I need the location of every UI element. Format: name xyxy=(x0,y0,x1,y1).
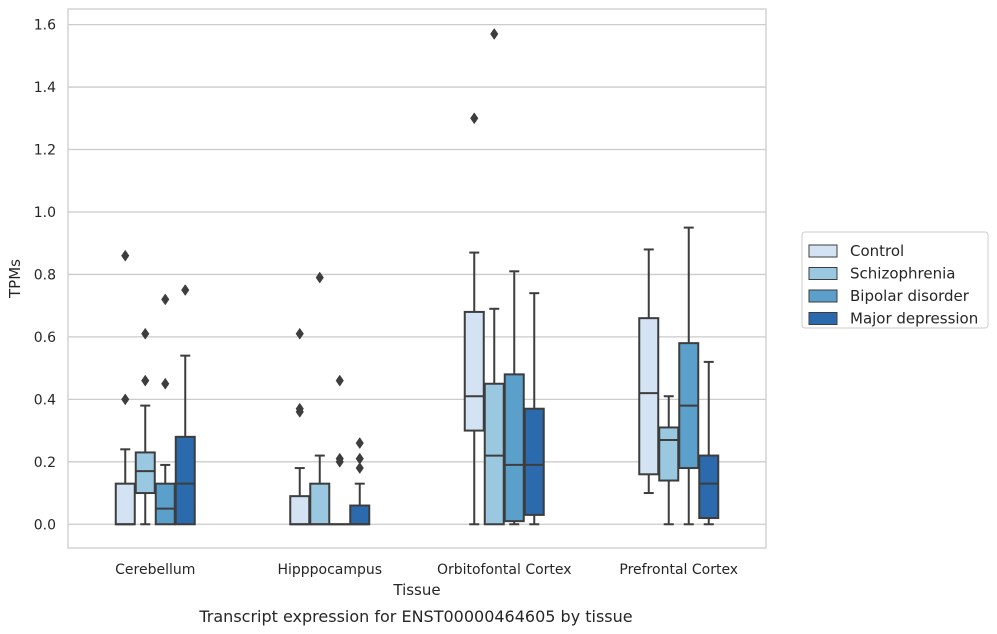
y-tick-labels: 0.0 0.2 0.4 0.6 0.8 1.0 1.2 1.4 1.6 xyxy=(34,18,56,534)
box-iqr xyxy=(309,482,331,526)
legend-label: Schizophrenia xyxy=(850,265,955,283)
legend-label: Control xyxy=(850,242,904,260)
box-iqr xyxy=(349,504,371,526)
y-tick-label: 1.2 xyxy=(34,143,56,159)
legend-box xyxy=(801,231,989,329)
box-iqr xyxy=(289,495,311,526)
y-tick-label: 0.2 xyxy=(34,455,56,471)
y-tick-label: 0.8 xyxy=(34,267,56,283)
box xyxy=(523,292,545,526)
x-tick-label: Prefrontal Cortex xyxy=(619,562,738,578)
legend-swatch xyxy=(808,312,838,325)
outlier-point xyxy=(161,377,170,390)
outlier-point xyxy=(141,374,150,387)
box xyxy=(638,248,660,495)
box-series xyxy=(114,28,720,526)
y-tick-label: 1.6 xyxy=(34,18,56,34)
box-iqr xyxy=(658,426,680,482)
outlier-point xyxy=(335,374,344,387)
y-tick-label: 1.0 xyxy=(34,205,56,221)
series-control xyxy=(114,112,660,526)
x-tick-label: Orbitofontal Cortex xyxy=(437,562,572,578)
box xyxy=(698,360,720,526)
y-tick-label: 0.6 xyxy=(34,330,56,346)
outlier-point xyxy=(355,437,364,450)
outlier-point xyxy=(141,327,150,340)
outlier-point xyxy=(355,452,364,465)
outlier-point xyxy=(161,293,170,306)
box xyxy=(503,270,525,526)
legend: Control Schizophrenia Bipolar disorder Majo… xyxy=(801,231,989,329)
box-iqr xyxy=(174,435,196,526)
box-iqr xyxy=(483,382,505,526)
legend-item: Control xyxy=(808,242,904,260)
outlier-point xyxy=(355,462,364,474)
outlier-point xyxy=(181,284,190,296)
legend-item: Schizophrenia xyxy=(808,265,955,283)
legend-label: Bipolar disorder xyxy=(850,287,970,305)
legend-swatch xyxy=(808,244,838,258)
box xyxy=(174,284,196,526)
series-bipolar-disorder xyxy=(154,226,700,526)
box-iqr xyxy=(154,482,176,526)
plot-frame xyxy=(67,8,767,549)
outlier-point xyxy=(470,112,479,125)
x-tick-label: Cerebellum xyxy=(115,562,195,578)
x-tick-label: Hipppocampus xyxy=(277,562,382,578)
y-tick-label: 0.4 xyxy=(34,392,56,408)
outlier-point xyxy=(121,393,130,406)
box xyxy=(483,28,505,526)
legend-swatch xyxy=(808,267,838,280)
box xyxy=(309,271,331,526)
x-axis-title: Tissue xyxy=(392,581,440,599)
box xyxy=(329,374,351,526)
outlier-point xyxy=(295,402,304,415)
x-tick-labels: Cerebellum Hipppocampus Orbitofontal Corte… xyxy=(115,562,738,578)
box-iqr xyxy=(114,482,136,526)
box xyxy=(463,112,485,526)
box-iqr xyxy=(134,451,156,495)
box-iqr xyxy=(638,317,660,476)
box xyxy=(678,226,700,526)
outlier-point xyxy=(121,249,130,262)
y-axis-title: TPMs xyxy=(6,259,24,299)
box-iqr xyxy=(523,407,545,516)
box-iqr xyxy=(463,310,485,432)
box xyxy=(658,395,680,526)
y-tick-label: 1.4 xyxy=(34,80,56,96)
outlier-point xyxy=(335,452,344,465)
series-major-depression xyxy=(174,284,720,526)
outlier-point xyxy=(315,271,324,284)
legend-label: Major depression xyxy=(850,310,978,328)
box-iqr xyxy=(698,454,720,520)
box xyxy=(289,327,311,526)
box xyxy=(114,249,136,526)
outlier-point xyxy=(490,28,499,40)
box xyxy=(349,437,371,526)
outlier-point xyxy=(295,327,304,340)
series-schizophrenia xyxy=(134,28,680,526)
y-tick-label: 0.0 xyxy=(34,517,56,533)
box xyxy=(154,293,176,526)
legend-item: Major depression xyxy=(808,310,978,328)
box xyxy=(134,327,156,526)
chart-caption: Transcript expression for ENST0000046460… xyxy=(198,607,632,626)
legend-item: Bipolar disorder xyxy=(808,287,970,305)
box-iqr xyxy=(503,373,525,523)
legend-swatch xyxy=(808,289,838,303)
